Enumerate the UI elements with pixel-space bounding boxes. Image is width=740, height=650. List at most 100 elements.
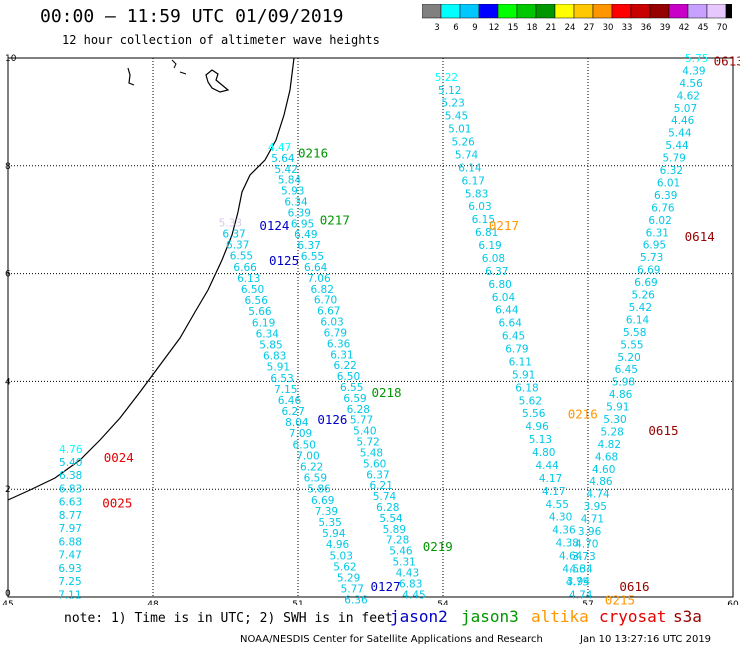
swh-value: 3.96 (578, 526, 602, 538)
swh-value: 6.36 (344, 595, 368, 605)
swh-value: 3.95 (584, 501, 607, 513)
swh-value: 6.49 (294, 229, 317, 241)
swh-value: 6.34 (256, 328, 280, 340)
swh-value: 6.46 (278, 395, 302, 407)
swh-value: 5.58 (623, 327, 646, 339)
colorbar-label: 12 (489, 23, 500, 33)
swh-value: 6.83 (399, 578, 422, 590)
swh-value: 5.91 (606, 402, 629, 414)
swh-value: 6.31 (330, 349, 353, 361)
swh-value: 5.73 (640, 252, 663, 264)
swh-value: 6.55 (301, 251, 324, 263)
pass-time-label: 0216 (568, 407, 598, 422)
swh-value: 6.37 (366, 469, 389, 481)
pass-time-label: 0219 (423, 539, 453, 554)
swh-value: 4.56 (562, 563, 586, 575)
swh-value: 4.38 (556, 538, 579, 550)
swh-value: 6.36 (327, 338, 351, 350)
swh-value: 5.46 (389, 546, 413, 558)
swh-value: 7.28 (386, 535, 409, 547)
swh-value: 5.42 (629, 302, 652, 314)
swh-value: 6.02 (648, 215, 671, 227)
swh-value: 5.07 (674, 103, 697, 115)
swh-value: 5.40 (59, 457, 82, 469)
swh-value: 7.47 (58, 550, 81, 562)
swh-value: 5.48 (360, 447, 383, 459)
y-tick-label: 2 (5, 485, 11, 495)
swh-value: 7.39 (315, 506, 338, 518)
swh-value: 5.75 (685, 53, 708, 65)
swh-value: 6.39 (654, 190, 677, 202)
swh-value: 6.56 (245, 295, 269, 307)
swh-value: 3.94 (567, 576, 591, 588)
swh-value: 4.76 (59, 444, 83, 456)
swh-value: 4.74 (586, 489, 610, 501)
pass-time-label: 0025 (102, 496, 132, 511)
swh-value: 6.34 (284, 196, 308, 208)
swh-value: 6.37 (297, 240, 320, 252)
swh-value: 7.25 (58, 576, 81, 588)
pass-time-label: 0216 (298, 145, 328, 160)
y-tick-label: 10 (5, 54, 17, 64)
swh-value: 6.21 (370, 480, 393, 492)
swh-value: 5.35 (318, 517, 341, 529)
swh-value: 7.97 (59, 523, 82, 535)
swh-value: 6.53 (270, 373, 293, 385)
swh-value: 5.44 (665, 140, 689, 152)
swh-value: 5.74 (373, 491, 397, 503)
swh-value: 6.59 (343, 393, 366, 405)
swh-value: 5.93 (281, 186, 304, 198)
swh-value: 5.40 (353, 426, 376, 438)
swh-value: 4.71 (581, 514, 604, 526)
swh-value: 6.83 (263, 351, 286, 363)
swh-value: 6.70 (314, 295, 337, 307)
swh-value: 4.86 (589, 476, 613, 488)
swh-value: 6.08 (482, 253, 505, 265)
swh-value: 5.13 (529, 434, 552, 446)
swh-value: 4.47 (268, 142, 291, 154)
x-tick-label: 60 (727, 600, 739, 605)
swh-value: 5.55 (620, 339, 643, 351)
swh-value: 5.64 (271, 153, 295, 165)
swh-value: 5.44 (668, 128, 692, 140)
altimeter-map: 45 48 51 54 57 6002468104.765.406.386.836.638… (2, 53, 740, 605)
map-subtitle: 12 hour collection of altimeter wave hei… (62, 33, 380, 47)
swh-value: 6.59 (304, 473, 327, 485)
x-tick-label: 45 (2, 600, 13, 605)
swh-value: 6.66 (233, 262, 257, 274)
swh-value: 5.56 (522, 408, 546, 420)
swh-value: 4.70 (575, 538, 598, 550)
y-tick-label: 0 (5, 589, 11, 599)
swh-value: 5.26 (631, 290, 655, 302)
swh-value: 5.84 (278, 175, 302, 187)
swh-value: 4.45 (402, 589, 425, 601)
swh-value: 4.96 (326, 539, 350, 551)
colorbar-label: 6 (453, 23, 458, 33)
swh-value: 6.69 (634, 277, 657, 289)
swh-value: 6.14 (458, 162, 482, 174)
colorbar-swatch (725, 4, 732, 19)
swh-value: 7.11 (58, 589, 81, 601)
swh-value: 6.76 (651, 202, 675, 214)
swh-value: 4.86 (609, 389, 633, 401)
swh-value: 6.64 (304, 262, 328, 274)
swh-value: 4.80 (532, 447, 555, 459)
swh-value: 6.31 (646, 227, 669, 239)
legend-jason3: jason3 (461, 607, 519, 626)
swh-value: 5.62 (333, 561, 356, 573)
swh-value: 5.31 (392, 557, 415, 569)
swh-value: 5.86 (307, 484, 331, 496)
swh-value: 5.23 (441, 98, 464, 110)
swh-value: 6.64 (499, 318, 523, 330)
pass-time-label: 0125 (269, 253, 299, 268)
x-tick-label: 57 (582, 600, 593, 605)
swh-value: 6.19 (252, 317, 275, 329)
swh-value: 6.50 (293, 439, 316, 451)
swh-value: 4.60 (592, 464, 615, 476)
swh-value: 7.06 (307, 273, 331, 285)
swh-value: 5.74 (455, 149, 479, 161)
map-title: 00:00 – 11:59 UTC 01/09/2019 (40, 6, 344, 27)
swh-value: 4.82 (598, 439, 621, 451)
swh-value: 6.37 (226, 240, 249, 252)
swh-value: 8.77 (59, 510, 82, 522)
